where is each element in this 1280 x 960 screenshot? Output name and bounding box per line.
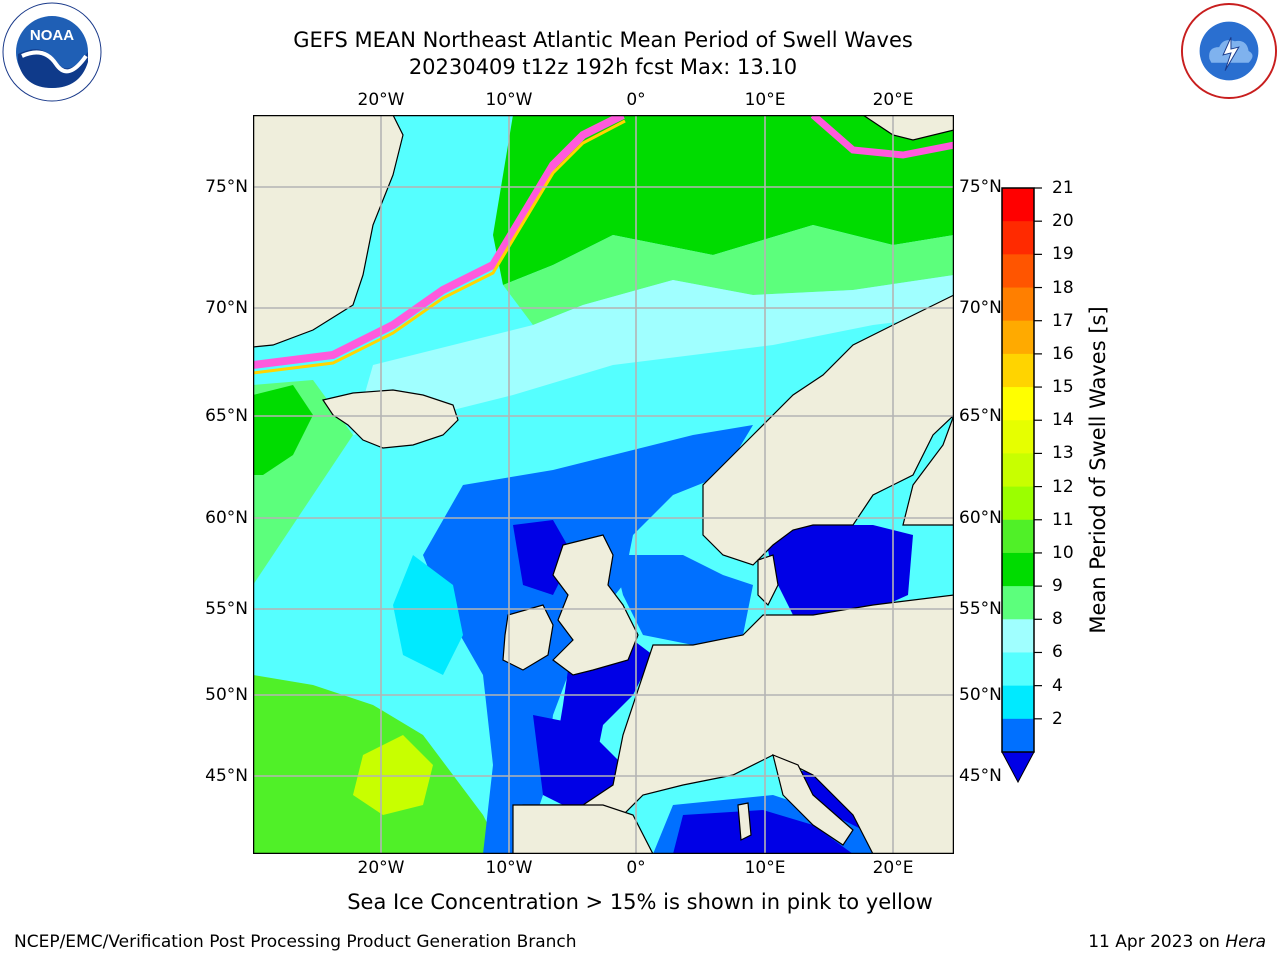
lon-label-top: 10°E [744, 90, 786, 110]
colorbar-tick-label: 8 [1052, 609, 1063, 630]
colorbar-tick-label: 16 [1052, 343, 1074, 364]
zone-yellowgreen-sw [353, 735, 433, 815]
colorbar-tick-label: 9 [1052, 576, 1063, 597]
colorbar-tick-label: 4 [1052, 675, 1063, 696]
noaa-logo: NOAA [2, 2, 102, 102]
footer-credit: NCEP/EMC/Verification Post Processing Pr… [14, 932, 577, 952]
zone-northsea [613, 555, 753, 645]
lon-label-top: 0° [626, 90, 646, 110]
zone-pale-cyan [353, 275, 954, 435]
colorbar-swatch [1002, 586, 1034, 620]
colorbar-tick-label: 2 [1052, 708, 1063, 729]
lat-label-right: 50°N [959, 685, 1002, 705]
swell-period-map [253, 115, 954, 854]
colorbar-swatch [1002, 519, 1034, 554]
lat-label-right: 65°N [959, 406, 1002, 426]
colorbar-tick-label: 10 [1052, 542, 1074, 563]
colorbar-tick-label: 17 [1052, 310, 1074, 331]
lat-label-left: 70°N [205, 298, 248, 318]
colorbar-tick-label: 11 [1052, 509, 1074, 530]
sea-ice-edge [253, 115, 625, 369]
lat-label-right: 60°N [959, 508, 1002, 528]
lat-label-left: 65°N [205, 406, 248, 426]
footer-date-text: 11 Apr 2023 on [1088, 932, 1220, 952]
sea-ice-edge-inner [253, 119, 626, 375]
italy [772, 754, 854, 846]
lon-label-bottom: 10°W [485, 858, 533, 878]
colorbar-tick-label: 14 [1052, 410, 1074, 431]
colorbar-under-arrow [1001, 751, 1035, 784]
svg-text:NOAA: NOAA [30, 27, 74, 44]
colorbar-swatch [1002, 718, 1034, 753]
lat-label-right: 45°N [959, 766, 1002, 786]
colorbar-swatch [1002, 619, 1034, 653]
lat-label-left: 75°N [205, 177, 248, 197]
lat-label-left: 55°N [205, 599, 248, 619]
colorbar-tick-label: 18 [1052, 277, 1074, 298]
nws-logo [1180, 2, 1278, 100]
colorbar-swatch [1002, 254, 1034, 289]
zone-green-north [493, 115, 954, 285]
colorbar-swatch [1002, 353, 1034, 388]
colorbar-swatch [1002, 221, 1034, 255]
colorbar-swatch [1002, 287, 1034, 322]
colorbar [1001, 187, 1042, 784]
colorbar-swatch [1002, 420, 1034, 454]
lon-label-bottom: 20°W [357, 858, 405, 878]
lon-label-top: 20°E [872, 90, 914, 110]
chart-subtitle: 20230409 t12z 192h fcst Max: 13.10 [408, 55, 798, 79]
iberia [512, 804, 654, 854]
lon-label-top: 20°W [357, 90, 405, 110]
zone-med-deep [673, 810, 853, 854]
colorbar-tick-label: 12 [1052, 476, 1074, 497]
corsica-sardinia [737, 802, 752, 841]
colorbar-tick-label: 20 [1052, 211, 1074, 232]
svalbard [813, 115, 954, 141]
colorbar-tick-label: 13 [1052, 443, 1074, 464]
lat-label-left: 50°N [205, 685, 248, 705]
footer-host: Hera [1225, 932, 1266, 952]
colorbar-tick-label: 21 [1052, 178, 1074, 198]
graticule [253, 115, 954, 854]
sea-ice-note: Sea Ice Concentration > 15% is shown in … [347, 890, 933, 914]
great-britain [552, 534, 639, 676]
colorbar-swatch [1002, 387, 1034, 421]
greenland [253, 115, 404, 348]
finland [902, 414, 954, 526]
lon-label-top: 10°W [485, 90, 533, 110]
zone-cyan-deep [393, 555, 463, 675]
colorbar-swatch [1002, 552, 1034, 587]
lat-label-right: 70°N [959, 298, 1002, 318]
zone-blue-central [423, 425, 753, 854]
lat-label-left: 45°N [205, 766, 248, 786]
colorbar-tick-label: 6 [1052, 642, 1063, 663]
colorbar-swatch [1002, 652, 1034, 687]
lon-label-bottom: 20°E [872, 858, 914, 878]
lat-label-right: 55°N [959, 599, 1002, 619]
lon-label-bottom: 10°E [744, 858, 786, 878]
chart-title: GEFS MEAN Northeast Atlantic Mean Period… [293, 28, 913, 52]
zone-baltic [763, 525, 913, 625]
zone-navy-biscay [533, 715, 623, 815]
lat-label-right: 75°N [959, 177, 1002, 197]
colorbar-swatch [1002, 685, 1034, 720]
footer-date: 11 Apr 2023 on Hera [1088, 932, 1266, 952]
sea-ice-svalbard [810, 115, 954, 159]
colorbar-tick-label: 19 [1052, 244, 1074, 265]
colorbar-swatch [1002, 320, 1034, 355]
iceland [322, 389, 459, 449]
zone-lightgreen-north [503, 225, 954, 325]
colorbar-label: Mean Period of Swell Waves [s] [1086, 306, 1110, 634]
colorbar-tick-label: 15 [1052, 377, 1074, 398]
zone-green-west [253, 385, 313, 475]
lon-label-bottom: 0° [626, 858, 646, 878]
colorbar-swatch [1002, 188, 1034, 222]
colorbar-swatch [1002, 486, 1034, 521]
lat-label-left: 60°N [205, 508, 248, 528]
colorbar-swatch [1002, 453, 1034, 488]
jutland [757, 554, 779, 607]
